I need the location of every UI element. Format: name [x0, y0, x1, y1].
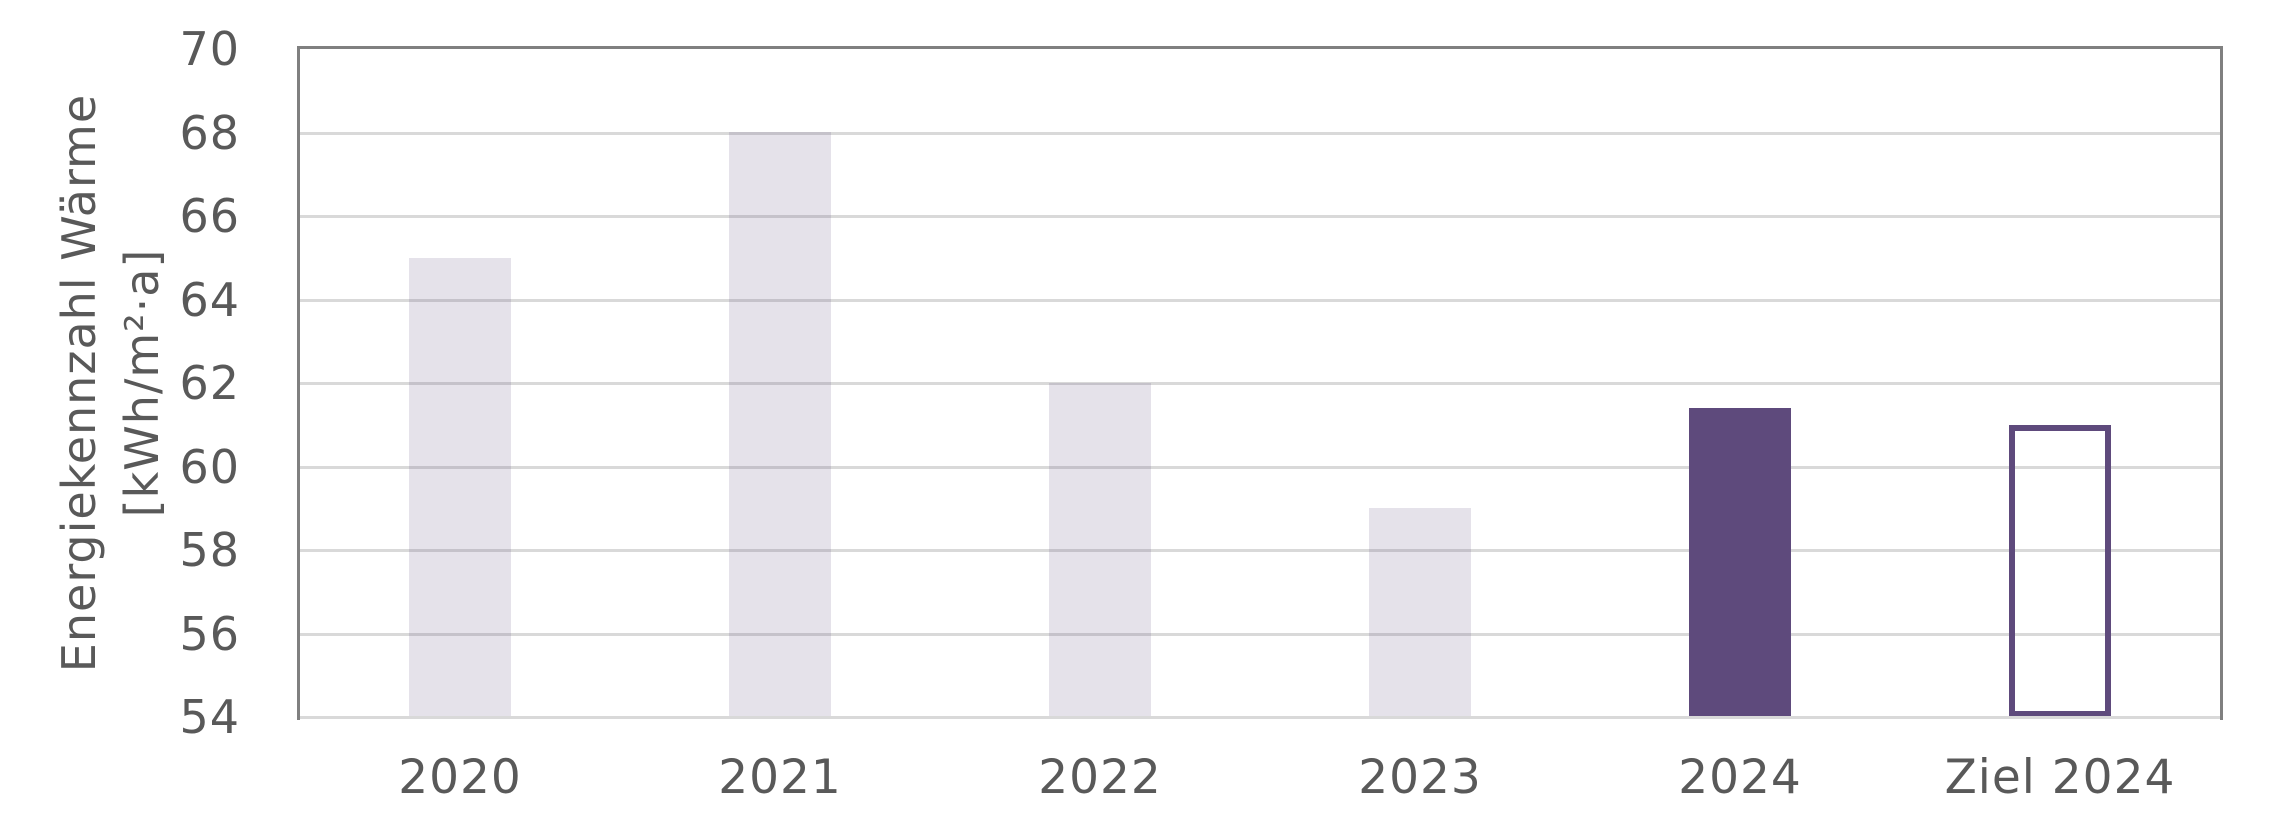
y-tick-label-62: 62	[179, 356, 240, 410]
x-label-ziel-2024: Ziel 2024	[1944, 750, 2176, 805]
y-tick-label-66: 66	[179, 189, 240, 243]
x-label-2021: 2021	[718, 750, 842, 805]
plot-border-right	[2220, 46, 2223, 720]
y-tick-label-58: 58	[179, 523, 240, 577]
gridline-58	[300, 549, 2220, 552]
gridline-62	[300, 382, 2220, 385]
bar-2024	[1689, 408, 1791, 717]
plot-area	[297, 46, 2223, 720]
x-label-2024: 2024	[1678, 750, 1802, 805]
x-label-2020: 2020	[398, 750, 522, 805]
gridline-68	[300, 131, 2220, 135]
bar-ziel-2024	[2009, 425, 2111, 717]
x-axis-line	[300, 716, 2220, 719]
y-tick-label-54: 54	[179, 690, 240, 744]
bar-2021	[729, 132, 831, 717]
y-tick-label-68: 68	[179, 105, 240, 160]
x-label-2023: 2023	[1358, 750, 1482, 805]
gridline-56	[300, 632, 2220, 636]
bar-2020	[409, 258, 511, 717]
gridline-64	[300, 298, 2220, 302]
y-tick-label-60: 60	[179, 439, 240, 494]
bar-2022	[1049, 383, 1151, 717]
gridline-60	[300, 465, 2220, 469]
y-tick-label-64: 64	[179, 272, 240, 327]
plot-border-top	[297, 46, 2223, 49]
bar-2023	[1369, 508, 1471, 717]
y-axis-line	[297, 46, 300, 720]
y-tick-label-56: 56	[179, 606, 240, 661]
x-label-2022: 2022	[1038, 750, 1162, 805]
y-tick-label-70: 70	[179, 22, 240, 76]
gridline-66	[300, 215, 2220, 218]
